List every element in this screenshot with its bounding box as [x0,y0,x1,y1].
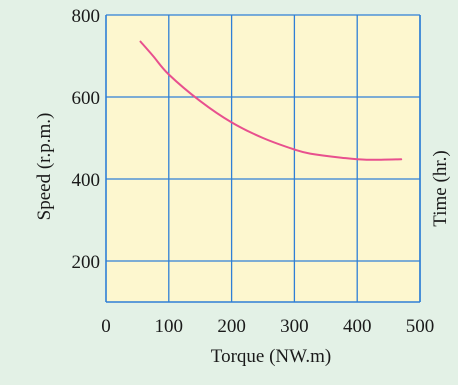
x-tick-label-4: 400 [343,316,372,337]
grid-lines [105,14,421,303]
y-tick-label-1: 400 [72,170,101,191]
plot-area [106,15,420,302]
x-tick-label-0: 0 [101,316,111,337]
x-tick-label-2: 200 [217,316,246,337]
x-tick-label-5: 500 [406,316,435,337]
series-line-0 [139,40,403,161]
x-tick-label-1: 100 [155,316,184,337]
x-axis-title: Torque (NW.m) [211,346,331,367]
tick-labels: 0 100 200 300 400 500 200 400 600 800 [72,6,435,337]
y-tick-label-3: 800 [72,6,101,27]
y-tick-label-2: 600 [72,88,101,109]
secondary-y-axis-title: Time (hr.) [430,150,451,226]
x-tick-label-3: 300 [280,316,309,337]
y-tick-label-0: 200 [72,252,101,273]
series-layer [139,40,403,161]
y-axis-title: Speed (r.p.m.) [34,113,55,221]
